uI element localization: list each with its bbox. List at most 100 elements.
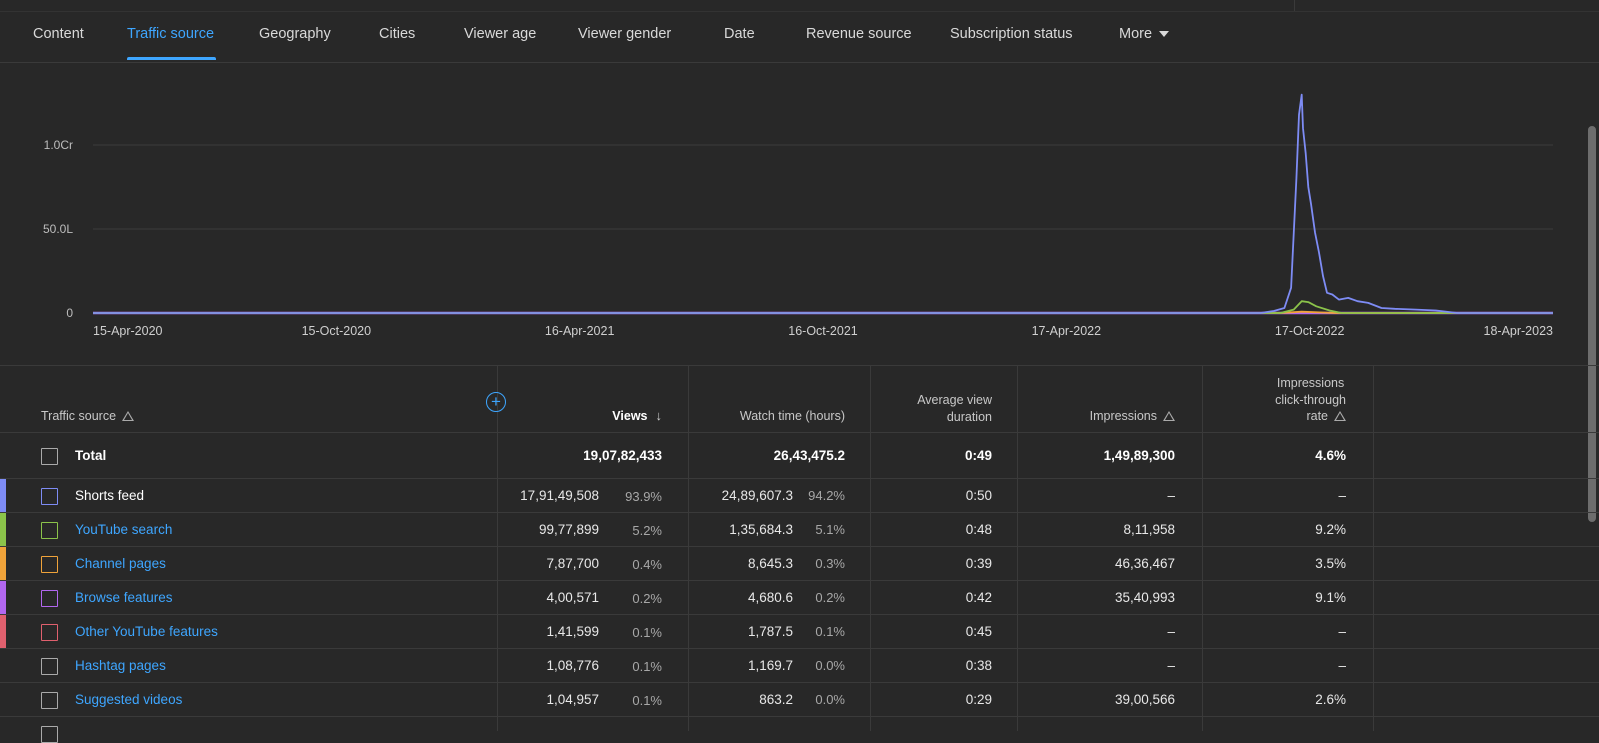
header-ctr-line1: Impressions — [1276, 376, 1345, 390]
add-column-icon[interactable]: + — [486, 392, 506, 412]
header-views[interactable]: Views ↓ — [612, 408, 662, 425]
row-impressions: – — [1167, 658, 1175, 673]
tab-content[interactable]: Content — [33, 26, 84, 42]
row-checkbox[interactable] — [41, 556, 58, 573]
row-checkbox[interactable] — [41, 658, 58, 675]
row-views-percent: 0.1% — [632, 693, 662, 708]
tab-traffic-source[interactable]: Traffic source — [127, 26, 215, 42]
row-avd: 0:50 — [965, 488, 992, 503]
row-label[interactable]: Suggested videos — [75, 692, 183, 707]
warning-icon — [1334, 410, 1346, 421]
row-label[interactable]: Browse features — [75, 590, 173, 605]
column-divider — [870, 366, 871, 731]
traffic-source-table: Traffic source + Views ↓ Watch time (hour… — [0, 365, 1599, 743]
vertical-scrollbar[interactable] — [1588, 126, 1596, 522]
series-color-swatch — [0, 615, 6, 649]
total-views: 19,07,82,433 — [583, 448, 662, 463]
column-divider — [497, 366, 498, 731]
tab-revenue-source[interactable]: Revenue source — [806, 26, 912, 42]
row-avd: 0:39 — [965, 556, 992, 571]
row-ctr: – — [1338, 658, 1346, 673]
table-row: Browse features 4,00,571 0.2% 4,680.6 0.2% 0:… — [0, 580, 1599, 615]
table-row: YouTube search 99,77,899 5.2% 1,35,684.3 5.1… — [0, 512, 1599, 547]
tab-viewer-age[interactable]: Viewer age — [464, 26, 537, 42]
series-color-swatch — [0, 581, 6, 615]
series-line — [93, 300, 1553, 314]
row-checkbox[interactable] — [41, 692, 58, 709]
y-tick-label: 1.0Cr — [44, 138, 73, 152]
x-tick-label: 16-Apr-2021 — [545, 324, 615, 338]
row-checkbox[interactable] — [41, 522, 58, 539]
total-avd: 0:49 — [964, 448, 992, 463]
row-checkbox[interactable] — [41, 726, 58, 743]
column-divider — [1373, 366, 1374, 731]
row-avd: 0:38 — [965, 658, 992, 673]
analytics-tab-bar: Content Traffic source Geography Cities … — [0, 0, 1599, 63]
tab-cities[interactable]: Cities — [379, 26, 416, 42]
row-watch-time: 24,89,607.3 — [721, 488, 793, 503]
x-tick-label: 17-Oct-2022 — [1275, 324, 1345, 338]
header-impressions[interactable]: Impressions — [1090, 408, 1175, 425]
row-label[interactable]: YouTube search — [75, 522, 173, 537]
column-divider — [1017, 366, 1018, 731]
line-chart-svg: 1.0Cr50.0L01.5Cr15-Apr-202015-Oct-202016… — [43, 93, 1554, 338]
table-row: Hashtag pages 1,08,776 0.1% 1,169.7 0.0% 0:38… — [0, 648, 1599, 683]
table-row: Other YouTube features 1,41,599 0.1% 1,787.… — [0, 614, 1599, 649]
row-label[interactable]: Hashtag pages — [75, 658, 166, 673]
header-traffic-source-label: Traffic source — [41, 409, 117, 423]
row-label[interactable]: Channel pages — [75, 556, 166, 571]
sort-arrow-down-icon: ↓ — [655, 408, 663, 423]
row-checkbox[interactable] — [41, 590, 58, 607]
row-watch-time-wrap: 1,169.7 0.0% — [748, 658, 845, 673]
x-tick-label: 18-Apr-2023 — [1484, 324, 1554, 338]
row-impressions: 35,40,993 — [1114, 590, 1175, 605]
header-avd-line2: duration — [946, 409, 992, 424]
table-row: Suggested videos 1,04,957 0.1% 863.2 0.0% 0:2… — [0, 682, 1599, 717]
header-ctr[interactable]: Impressions click-through rate — [1275, 375, 1346, 425]
x-tick-label: 17-Apr-2022 — [1032, 324, 1102, 338]
row-ctr: 2.6% — [1315, 692, 1346, 707]
tab-date[interactable]: Date — [724, 26, 755, 42]
series-line — [93, 93, 1553, 314]
row-views-percent: 0.1% — [632, 625, 662, 640]
row-watch-percent: 0.0% — [815, 658, 845, 673]
row-views: 1,41,599 — [546, 624, 599, 639]
row-views: 1,08,776 — [546, 658, 599, 673]
header-traffic-source[interactable]: Traffic source — [41, 408, 135, 425]
row-avd: 0:45 — [965, 624, 992, 639]
row-avd: 0:48 — [965, 522, 992, 537]
row-watch-percent: 94.2% — [808, 488, 845, 503]
top-vertical-divider — [1294, 0, 1295, 11]
tab-more[interactable]: More — [1119, 26, 1170, 42]
row-label: Total — [75, 448, 107, 463]
tab-more-label: More — [1119, 26, 1153, 42]
row-label[interactable]: Other YouTube features — [75, 624, 218, 639]
x-tick-label: 16-Oct-2021 — [788, 324, 858, 338]
header-avd-line1: Average view — [917, 393, 992, 407]
total-ctr: 4.6% — [1315, 448, 1346, 463]
header-impressions-label: Impressions — [1089, 409, 1157, 423]
row-ctr: – — [1338, 488, 1346, 503]
active-tab-underline — [127, 57, 216, 60]
row-checkbox[interactable] — [41, 488, 58, 505]
checkbox-total[interactable] — [41, 448, 58, 465]
tab-geography[interactable]: Geography — [259, 26, 331, 42]
row-watch-time: 1,169.7 — [747, 658, 793, 673]
header-watch-time[interactable]: Watch time (hours) — [739, 409, 845, 423]
total-watch-time: 26,43,475.2 — [773, 448, 845, 463]
row-watch-percent: 0.1% — [815, 624, 845, 639]
series-color-swatch — [0, 479, 6, 513]
table-row-partial — [0, 716, 1599, 743]
row-views-percent: 5.2% — [632, 523, 662, 538]
tab-viewer-gender[interactable]: Viewer gender — [578, 26, 672, 42]
column-divider — [688, 366, 689, 731]
row-views-percent: 93.9% — [625, 489, 662, 504]
header-ctr-line2: click-through — [1275, 392, 1346, 407]
tab-subscription-status[interactable]: Subscription status — [950, 26, 1073, 42]
header-average-view-duration[interactable]: Average view duration — [917, 392, 992, 425]
table-row: Channel pages 7,87,700 0.4% 8,645.3 0.3% 0:39… — [0, 546, 1599, 581]
row-watch-percent: 0.0% — [815, 692, 845, 707]
row-checkbox[interactable] — [41, 624, 58, 641]
row-views-percent: 0.4% — [632, 557, 662, 572]
column-divider — [1202, 366, 1203, 731]
